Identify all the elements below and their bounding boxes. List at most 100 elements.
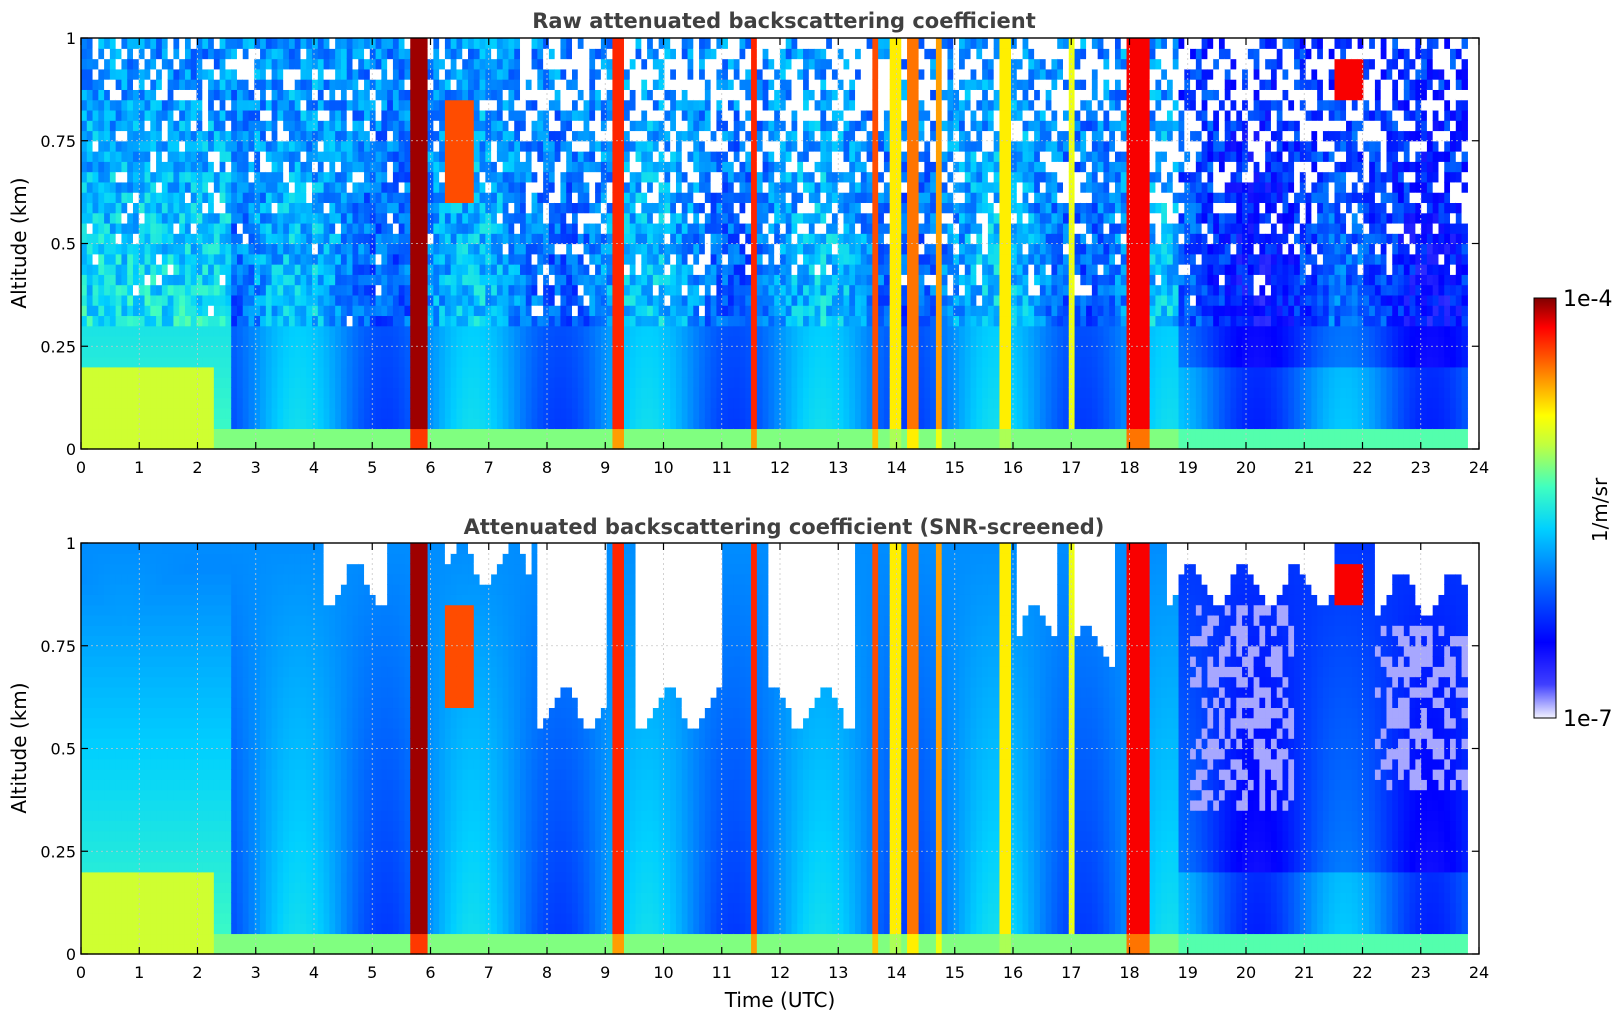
heatmap-cell xyxy=(416,295,422,306)
heatmap-cell xyxy=(364,213,370,224)
heatmap-cell xyxy=(381,285,387,296)
heatmap-cell xyxy=(763,336,769,347)
heatmap-cell xyxy=(705,326,711,337)
heatmap-cell xyxy=(364,377,370,388)
heatmap-cell xyxy=(202,387,208,398)
heatmap-cell xyxy=(601,264,607,275)
heatmap-cell xyxy=(110,357,116,368)
heatmap-cell xyxy=(601,100,607,111)
heatmap-cell xyxy=(416,346,422,357)
heatmap-cell xyxy=(445,89,451,100)
heatmap-cell xyxy=(456,398,462,409)
heatmap-cell xyxy=(370,151,376,162)
heatmap-cell xyxy=(295,336,301,347)
heatmap-cell xyxy=(722,59,728,70)
heatmap-cell xyxy=(254,367,260,378)
heatmap-cell xyxy=(433,346,439,357)
heatmap-cell xyxy=(508,357,514,368)
heatmap-cell xyxy=(445,398,451,409)
heatmap-cell xyxy=(173,305,179,316)
heatmap-cell xyxy=(584,264,590,275)
heatmap-cell xyxy=(520,315,526,326)
heatmap-cell xyxy=(150,387,156,398)
heatmap-cell xyxy=(243,130,249,141)
heatmap-cell xyxy=(792,408,798,419)
heatmap-cell xyxy=(722,367,728,378)
heatmap-cell xyxy=(757,130,763,141)
heatmap-cell xyxy=(127,202,133,213)
heatmap-cell xyxy=(474,161,480,172)
heatmap-cell xyxy=(416,223,422,234)
heatmap-cell xyxy=(364,305,370,316)
heatmap-cell xyxy=(740,172,746,183)
heatmap-cell xyxy=(537,161,543,172)
heatmap-cell xyxy=(173,110,179,121)
heatmap-cell xyxy=(133,418,139,429)
heatmap-cell xyxy=(243,387,249,398)
heatmap-cell xyxy=(329,274,335,285)
heatmap-cell xyxy=(364,48,370,59)
heatmap-cell xyxy=(664,336,670,347)
heatmap-cell xyxy=(283,274,289,285)
heatmap-cell xyxy=(612,79,618,90)
heatmap-cell xyxy=(670,377,676,388)
heatmap-cell xyxy=(595,223,601,234)
heatmap-cell xyxy=(526,408,532,419)
heatmap-cell xyxy=(659,264,665,275)
heatmap-cell xyxy=(110,69,116,80)
heatmap-cell xyxy=(537,264,543,275)
heatmap-cell xyxy=(272,315,278,326)
heatmap-cell xyxy=(751,213,757,224)
heatmap-cell xyxy=(468,336,474,347)
heatmap-cell xyxy=(734,38,740,49)
heatmap-cell xyxy=(289,367,295,378)
heatmap-cell xyxy=(491,336,497,347)
heatmap-cell xyxy=(185,79,191,90)
heatmap-cell xyxy=(341,336,347,347)
heatmap-cell xyxy=(121,295,127,306)
heatmap-cell xyxy=(133,120,139,131)
heatmap-cell xyxy=(693,274,699,285)
heatmap-cell xyxy=(491,192,497,203)
heatmap-cell xyxy=(711,141,717,152)
heatmap-cell xyxy=(601,192,607,203)
heatmap-cell xyxy=(595,336,601,347)
heatmap-cell xyxy=(352,336,358,347)
heatmap-cell xyxy=(399,377,405,388)
heatmap-cell xyxy=(451,223,457,234)
heatmap-cell xyxy=(468,48,474,59)
heatmap-cell xyxy=(641,387,647,398)
heatmap-cell xyxy=(98,100,104,111)
heatmap-cell xyxy=(728,202,734,213)
heatmap-cell xyxy=(179,305,185,316)
heatmap-cell xyxy=(768,48,774,59)
heatmap-cell xyxy=(220,357,226,368)
heatmap-cell xyxy=(560,285,566,296)
heatmap-cell xyxy=(797,244,803,255)
heatmap-cell xyxy=(595,244,601,255)
heatmap-cell xyxy=(404,326,410,337)
heatmap-cell xyxy=(532,213,538,224)
heatmap-cell xyxy=(451,346,457,357)
heatmap-cell xyxy=(208,377,214,388)
heatmap-cell xyxy=(630,120,636,131)
heatmap-cell xyxy=(693,79,699,90)
heatmap-cell xyxy=(537,326,543,337)
heatmap-cell xyxy=(601,387,607,398)
heatmap-cell xyxy=(364,79,370,90)
heatmap-cell xyxy=(480,244,486,255)
heatmap-cell xyxy=(439,244,445,255)
heatmap-cell xyxy=(393,244,399,255)
heatmap-cell xyxy=(584,439,590,450)
heatmap-cell xyxy=(451,89,457,100)
heatmap-cell xyxy=(364,387,370,398)
heatmap-cell xyxy=(462,48,468,59)
heatmap-cell xyxy=(768,285,774,296)
heatmap-cell xyxy=(202,151,208,162)
heatmap-cell xyxy=(520,38,526,49)
heatmap-cell xyxy=(312,387,318,398)
heatmap-cell xyxy=(584,357,590,368)
heatmap-cell xyxy=(607,151,613,162)
heatmap-cell xyxy=(318,367,324,378)
heatmap-cell xyxy=(503,202,509,213)
